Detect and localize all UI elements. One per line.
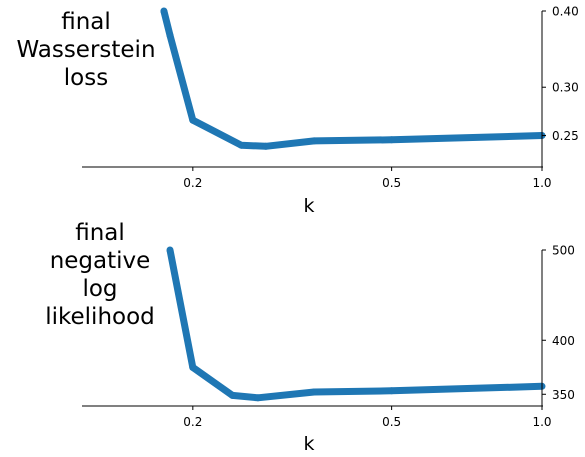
data-point — [228, 391, 236, 399]
data-point — [189, 363, 197, 371]
y-tick-label: 500 — [552, 244, 575, 258]
series-line-1 — [160, 10, 543, 150]
data-point — [310, 137, 318, 145]
data-point — [166, 246, 174, 254]
data-point — [388, 387, 396, 395]
data-point — [254, 394, 262, 402]
data-point — [310, 388, 318, 396]
data-point — [166, 31, 174, 39]
data-point — [189, 116, 197, 124]
data-point — [388, 136, 396, 144]
series-line-1 — [166, 249, 543, 402]
y-axis-label: final negative log likelihood — [45, 220, 155, 330]
y-axis-label-line: final — [75, 220, 125, 246]
data-point — [160, 7, 168, 15]
y-tick-label: 0.25 — [552, 129, 579, 143]
y-axis-label-line: loss — [64, 65, 108, 91]
data-point — [237, 141, 245, 149]
y-tick-label: 400 — [552, 334, 575, 348]
y-axis-label-line: log — [82, 276, 117, 302]
x-tick-label: 0.2 — [183, 415, 202, 429]
y-axis-label-line: negative — [50, 248, 151, 274]
x-axis-label: k — [303, 195, 314, 217]
y-axis-label-line: final — [61, 9, 111, 35]
y-axis-label-line: Wasserstein — [16, 37, 155, 63]
data-point — [262, 142, 270, 150]
chart-panel-1: 0.2 0.5 1.0 0.25 0.30 0.40 k final Wasserstein lo… — [16, 5, 578, 218]
y-axis-label-line: likelihood — [45, 304, 155, 330]
x-tick-label: 1.0 — [532, 415, 551, 429]
y-axis-label: final Wasserstein loss — [16, 9, 155, 91]
x-tick-label: 1.0 — [532, 176, 551, 190]
y-tick-label: 350 — [552, 388, 575, 402]
x-tick-label: 0.2 — [183, 176, 202, 190]
x-tick-label: 0.5 — [382, 415, 401, 429]
x-tick-label: 0.5 — [382, 176, 401, 190]
y-tick-label: 0.40 — [552, 5, 579, 19]
x-axis-label: k — [303, 433, 314, 455]
y-tick-label: 0.30 — [552, 81, 579, 95]
